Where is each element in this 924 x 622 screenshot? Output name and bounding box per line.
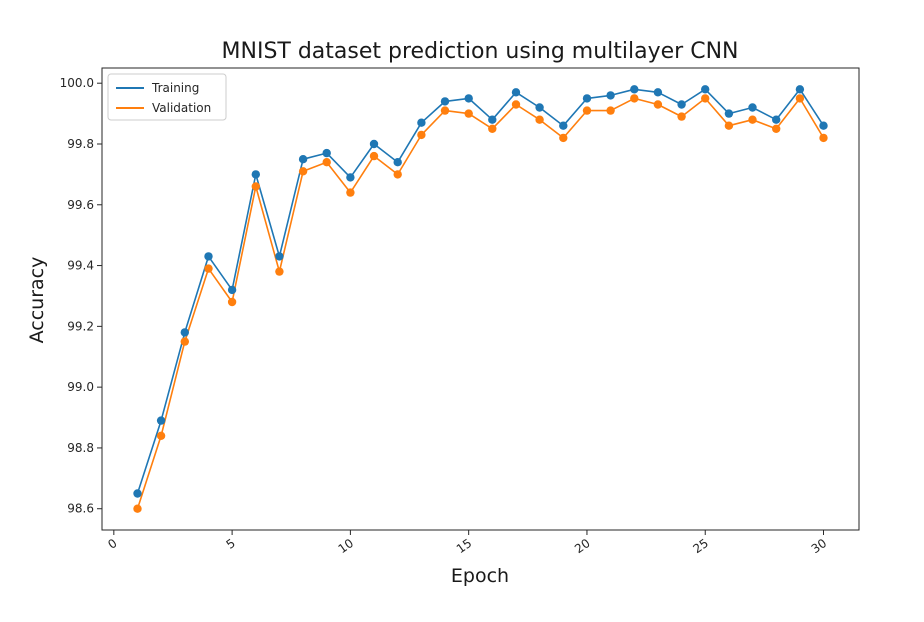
data-point-training <box>653 88 663 97</box>
data-point-training <box>795 85 805 94</box>
data-point-validation <box>227 297 237 307</box>
data-point-training <box>393 158 402 167</box>
data-point-validation <box>748 115 757 124</box>
data-point-training <box>204 252 213 261</box>
x-tick-label: 5 <box>224 536 238 552</box>
data-point-validation <box>322 158 331 167</box>
data-point-training <box>346 173 355 182</box>
y-tick-label: 99.0 <box>67 380 94 394</box>
data-point-validation <box>251 182 260 191</box>
x-axis-label: Epoch <box>451 565 509 587</box>
data-point-training <box>559 121 568 130</box>
data-point-training <box>464 94 473 103</box>
data-point-training <box>298 155 308 164</box>
data-point-validation <box>511 100 521 109</box>
data-point-training <box>511 88 521 97</box>
legend-label-validation: Validation <box>152 101 211 115</box>
data-point-training <box>772 115 781 124</box>
data-point-validation <box>582 106 592 115</box>
data-point-validation <box>630 94 639 103</box>
data-point-training <box>417 118 426 127</box>
data-point-training <box>440 97 450 106</box>
data-point-validation <box>606 106 615 115</box>
data-point-validation <box>488 124 497 133</box>
data-point-training <box>180 328 189 337</box>
data-point-training <box>701 85 710 94</box>
data-point-validation <box>535 115 544 124</box>
data-point-validation <box>819 133 828 143</box>
data-point-training <box>251 170 260 179</box>
data-point-validation <box>369 151 379 161</box>
data-point-validation <box>417 130 426 140</box>
plot-area: 98.6 98.8 99.0 99.2 99.4 99.6 99.8 100.0 0 5 10 15 2… <box>60 67 860 556</box>
data-point-training <box>275 252 284 261</box>
data-point-training <box>227 285 237 295</box>
data-point-validation <box>156 431 166 440</box>
data-point-training <box>630 85 639 94</box>
data-point-validation <box>440 106 450 115</box>
x-tick-label: 20 <box>572 536 593 556</box>
data-point-training <box>133 489 142 498</box>
data-point-validation <box>275 267 284 276</box>
data-point-validation <box>559 133 568 143</box>
data-point-validation <box>464 109 473 118</box>
data-point-training <box>582 94 592 103</box>
x-tick-label: 25 <box>690 536 711 556</box>
data-point-training <box>322 148 331 158</box>
y-tick-label: 99.6 <box>67 198 94 212</box>
data-point-training <box>724 109 734 118</box>
data-point-training <box>819 121 828 130</box>
series-line-validation <box>136 97 825 509</box>
y-tick-label: 98.6 <box>67 502 94 516</box>
y-tick-label: 99.2 <box>67 319 94 333</box>
data-point-training <box>535 103 544 112</box>
data-point-validation <box>677 112 686 121</box>
data-point-validation <box>653 100 663 109</box>
data-point-validation <box>795 94 805 103</box>
data-point-validation <box>772 124 781 133</box>
y-tick-label: 100.0 <box>60 76 94 90</box>
data-point-validation <box>204 264 213 273</box>
data-point-training <box>156 416 166 425</box>
plot-frame <box>101 67 860 531</box>
x-tick-label: 30 <box>809 536 830 556</box>
data-point-validation <box>724 121 734 130</box>
chart-title: MNIST dataset prediction using multilaye… <box>222 39 739 64</box>
x-tick-label: 15 <box>454 536 475 556</box>
data-point-training <box>606 91 615 100</box>
series-line-training <box>136 88 825 494</box>
data-point-validation <box>346 188 355 197</box>
data-point-validation <box>298 167 308 176</box>
data-point-validation <box>393 170 402 179</box>
y-axis-label: Accuracy <box>26 257 48 344</box>
x-tick-label: 0 <box>105 536 119 552</box>
legend: Training Validation <box>107 73 227 121</box>
legend-label-training: Training <box>151 81 199 95</box>
data-point-validation <box>701 94 710 103</box>
data-point-training <box>369 139 379 149</box>
y-tick-label: 99.4 <box>67 259 94 273</box>
data-point-training <box>488 115 497 124</box>
data-point-validation <box>133 504 142 513</box>
data-point-training <box>677 100 686 109</box>
data-point-training <box>748 103 757 112</box>
y-tick-label: 99.8 <box>67 137 94 151</box>
data-point-validation <box>180 337 189 346</box>
y-tick-label: 98.8 <box>67 441 94 455</box>
x-tick-label: 10 <box>336 536 357 556</box>
